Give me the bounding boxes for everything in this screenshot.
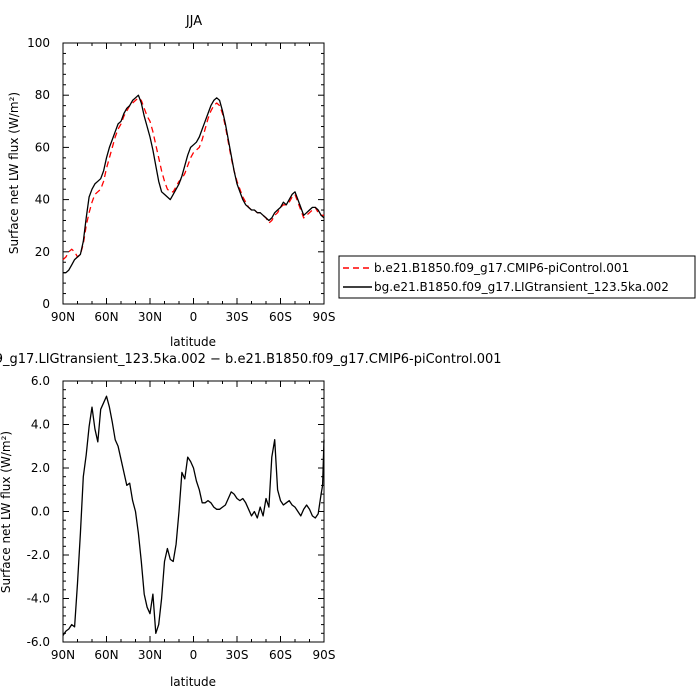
bottom-y-tick-label: -4.0 bbox=[27, 592, 50, 606]
bottom-y-tick-label: -2.0 bbox=[27, 548, 50, 562]
bottom-y-axis-label: Surface net LW flux (W/m²) bbox=[0, 431, 13, 593]
top-y-tick-label: 20 bbox=[35, 245, 50, 259]
bottom-series-group bbox=[62, 395, 325, 636]
top-x-tick-label: 90N bbox=[51, 310, 75, 324]
top-axis-ticks: 90N 60N 30N 0 30S 60S 90S 0 20 40 60 80 100 bbox=[27, 36, 335, 324]
top-y-tick-label: 80 bbox=[35, 88, 50, 102]
top-series-line-0 bbox=[62, 97, 324, 261]
top-y-tick-label: 0 bbox=[42, 297, 50, 311]
top-chart-title: JJA bbox=[185, 14, 202, 29]
bottom-y-tick-label: -6.0 bbox=[27, 635, 50, 649]
bottom-x-tick-label: 0 bbox=[190, 648, 198, 662]
bottom-y-tick-label: 4.0 bbox=[31, 418, 50, 432]
top-x-tick-label: 60N bbox=[94, 310, 118, 324]
bottom-x-tick-label: 60S bbox=[269, 648, 292, 662]
legend-label-lig: bg.e21.B1850.f09_g17.LIGtransient_123.5k… bbox=[374, 280, 669, 294]
bottom-x-tick-label: 90N bbox=[51, 648, 75, 662]
top-y-tick-label: 100 bbox=[27, 36, 50, 50]
top-x-tick-label: 90S bbox=[313, 310, 336, 324]
bottom-x-tick-label: 30S bbox=[226, 648, 249, 662]
bottom-series-line-0 bbox=[62, 395, 325, 636]
top-x-tick-label: 30N bbox=[138, 310, 162, 324]
bottom-plot-frame bbox=[62, 380, 325, 643]
bottom-x-tick-label: 60N bbox=[94, 648, 118, 662]
top-x-tick-label: 0 bbox=[190, 310, 198, 324]
top-y-axis-label: Surface net LW flux (W/m²) bbox=[7, 92, 21, 254]
top-x-tick-label: 30S bbox=[226, 310, 249, 324]
bottom-y-tick-label: 2.0 bbox=[31, 461, 50, 475]
bottom-x-axis-label: latitude bbox=[170, 675, 216, 689]
bottom-panel: bg.e21.B1850.f09_g17.LIGtransient_123.5k… bbox=[0, 352, 502, 689]
legend-label-control: b.e21.B1850.f09_g17.CMIP6-piControl.001 bbox=[374, 261, 629, 275]
top-series-group bbox=[62, 94, 325, 274]
top-x-tick-label: 60S bbox=[269, 310, 292, 324]
top-y-tick-label: 60 bbox=[35, 140, 50, 154]
bottom-axis-ticks: 90N 60N 30N 0 30S 60S 90S -6.0 -4.0 -2.0 0.0 2.0 4.0… bbox=[27, 374, 336, 662]
bottom-y-tick-label: 0.0 bbox=[31, 505, 50, 519]
bottom-y-tick-label: 6.0 bbox=[31, 374, 50, 388]
bottom-chart-title: bg.e21.B1850.f09_g17.LIGtransient_123.5k… bbox=[0, 352, 502, 367]
top-y-tick-label: 40 bbox=[35, 193, 50, 207]
bottom-x-tick-label: 30N bbox=[138, 648, 162, 662]
top-panel: JJA Surface net LW flux (W/m²) latitude … bbox=[7, 14, 335, 349]
legend-box bbox=[338, 255, 696, 299]
top-x-axis-label: latitude bbox=[170, 335, 216, 349]
legend: b.e21.B1850.f09_g17.CMIP6-piControl.001 … bbox=[338, 255, 696, 299]
bottom-x-tick-label: 90S bbox=[313, 648, 336, 662]
top-series-line-1 bbox=[63, 94, 325, 274]
